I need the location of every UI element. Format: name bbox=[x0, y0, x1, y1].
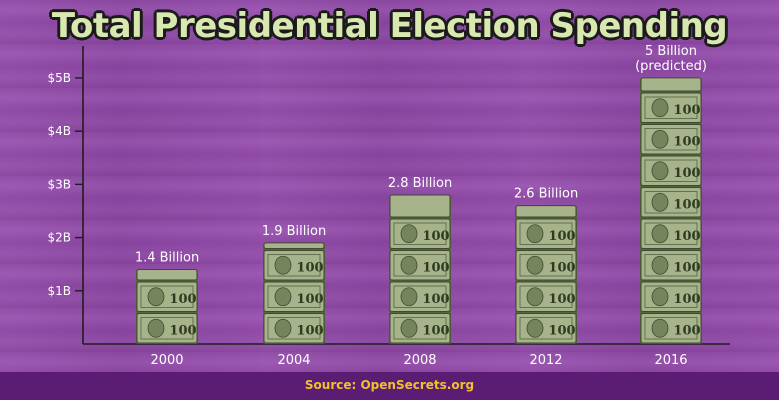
bill-denomination: 100 bbox=[296, 323, 323, 338]
bill-denomination: 100 bbox=[169, 292, 196, 307]
source-label: Source: OpenSecrets.org bbox=[304, 378, 475, 392]
bill-portrait bbox=[651, 255, 669, 275]
bill-border bbox=[393, 317, 447, 340]
bill-denomination: 100 bbox=[548, 260, 575, 275]
data-label: (predicted) bbox=[635, 59, 707, 74]
bill-denomination: 100 bbox=[296, 260, 323, 275]
bill-denomination: 100 bbox=[422, 229, 449, 244]
bill-denomination: 100 bbox=[673, 260, 700, 275]
y-tick-label: $4B bbox=[47, 124, 71, 138]
y-tick-label: $2B bbox=[47, 231, 71, 245]
bill-denomination: 100 bbox=[548, 323, 575, 338]
x-tick-label: 2012 bbox=[529, 353, 562, 368]
bill-denomination: 100 bbox=[673, 292, 700, 307]
bill-border bbox=[519, 254, 573, 277]
dollar-bill bbox=[136, 269, 198, 281]
bill-border bbox=[140, 285, 194, 308]
bill-border bbox=[644, 222, 698, 245]
bill-border bbox=[393, 285, 447, 308]
data-label: 1.9 Billion bbox=[262, 224, 326, 239]
bill-border bbox=[393, 254, 447, 277]
bill-portrait bbox=[651, 287, 669, 307]
bill-border bbox=[140, 317, 194, 340]
bill-denomination: 100 bbox=[673, 103, 700, 118]
bar: 100 100 100 bbox=[263, 242, 325, 344]
bill-portrait bbox=[147, 318, 165, 338]
bill-portrait bbox=[651, 98, 669, 118]
bill-portrait bbox=[400, 224, 418, 244]
bill-denomination: 100 bbox=[422, 292, 449, 307]
bill-portrait bbox=[651, 129, 669, 149]
dollar-bill bbox=[263, 242, 325, 249]
bill-border bbox=[644, 96, 698, 119]
y-tick-label: $3B bbox=[47, 177, 71, 191]
chart-title: Total Presidential Election Spending bbox=[51, 6, 728, 46]
dollar-bill bbox=[515, 205, 577, 218]
bill-portrait bbox=[651, 192, 669, 212]
bar: 100 100 bbox=[136, 269, 198, 344]
bill-border bbox=[267, 285, 321, 308]
x-tick-label: 2016 bbox=[654, 353, 687, 368]
bill-portrait bbox=[147, 287, 165, 307]
data-label: 2.8 Billion bbox=[388, 176, 452, 191]
bill-border bbox=[519, 222, 573, 245]
bill-border bbox=[644, 191, 698, 214]
bill-border bbox=[393, 222, 447, 245]
bill-portrait bbox=[274, 287, 292, 307]
bill-denomination: 100 bbox=[548, 292, 575, 307]
bill-portrait bbox=[274, 255, 292, 275]
bill-denomination: 100 bbox=[673, 323, 700, 338]
bill-border bbox=[267, 317, 321, 340]
bill-denomination: 100 bbox=[296, 292, 323, 307]
bar: 100 100 100 100 bbox=[515, 205, 577, 344]
bill-border bbox=[267, 254, 321, 277]
bill-denomination: 100 bbox=[673, 197, 700, 212]
bill-border bbox=[644, 254, 698, 277]
bill-denomination: 100 bbox=[673, 134, 700, 149]
bill-border bbox=[644, 159, 698, 182]
bill-portrait bbox=[526, 224, 544, 244]
bill-portrait bbox=[651, 224, 669, 244]
y-tick-label: $1B bbox=[47, 284, 71, 298]
x-tick-label: 2004 bbox=[277, 353, 310, 368]
dollar-bill bbox=[389, 194, 451, 218]
bill-border bbox=[644, 317, 698, 340]
bill-portrait bbox=[400, 318, 418, 338]
bill-border bbox=[519, 285, 573, 308]
bill-portrait bbox=[526, 318, 544, 338]
bill-portrait bbox=[400, 255, 418, 275]
bill-portrait bbox=[274, 318, 292, 338]
bill-denomination: 100 bbox=[169, 323, 196, 338]
data-label: 5 Billion bbox=[645, 44, 697, 59]
bill-portrait bbox=[400, 287, 418, 307]
y-tick-label: $5B bbox=[47, 71, 71, 85]
bill-denomination: 100 bbox=[673, 229, 700, 244]
bill-denomination: 100 bbox=[422, 323, 449, 338]
x-tick-label: 2008 bbox=[403, 353, 436, 368]
bill-portrait bbox=[526, 255, 544, 275]
bill-border bbox=[644, 285, 698, 308]
bar: 100 100 100 100 bbox=[389, 194, 451, 344]
bill-portrait bbox=[526, 287, 544, 307]
data-label: 2.6 Billion bbox=[514, 187, 578, 202]
bill-portrait bbox=[651, 161, 669, 181]
bar: 100 100 100 100 100 100 100 100 bbox=[640, 77, 702, 344]
source-footer: Source: OpenSecrets.org bbox=[0, 372, 779, 400]
bill-denomination: 100 bbox=[673, 166, 700, 181]
bill-denomination: 100 bbox=[422, 260, 449, 275]
bill-border bbox=[644, 128, 698, 151]
x-tick-label: 2000 bbox=[150, 353, 183, 368]
dollar-bill bbox=[640, 77, 702, 92]
bill-portrait bbox=[651, 318, 669, 338]
bill-denomination: 100 bbox=[548, 229, 575, 244]
bill-border bbox=[519, 317, 573, 340]
data-label: 1.4 Billion bbox=[135, 251, 199, 266]
